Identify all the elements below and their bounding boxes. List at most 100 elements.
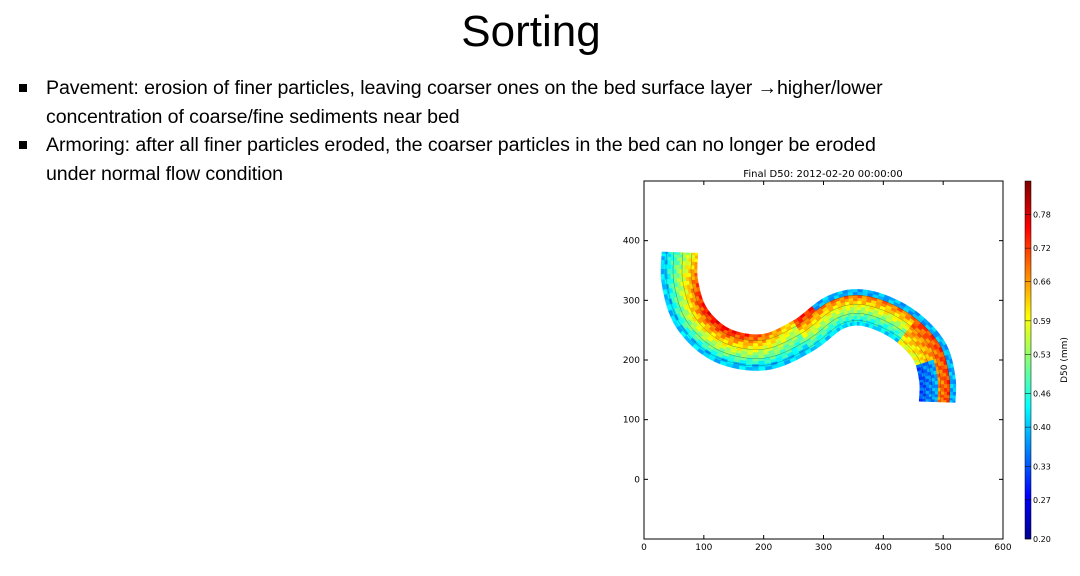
channel-cell — [666, 260, 671, 266]
channel-cell — [925, 387, 930, 392]
channel-cell — [928, 390, 933, 395]
x-tick-label: 0 — [641, 543, 647, 553]
channel-cell — [687, 265, 692, 270]
channel-cell — [678, 269, 683, 275]
channel-cell — [933, 399, 938, 403]
channel-cell — [753, 334, 759, 339]
channel-cell — [949, 391, 954, 396]
channel-cell — [939, 399, 944, 403]
channel-cell — [921, 398, 926, 402]
channel-cell — [931, 391, 936, 395]
square-bullet-icon — [19, 84, 27, 92]
channel-cell — [928, 381, 933, 386]
channel-cell — [857, 306, 862, 311]
channel-cell — [853, 303, 858, 308]
channel-cell — [693, 258, 698, 263]
channel-cell — [745, 366, 753, 371]
colorbar-tick-label: 0.33 — [1033, 462, 1051, 471]
channel-cell — [690, 272, 695, 278]
channel-cell — [669, 264, 674, 270]
channel-cell — [685, 254, 690, 259]
channel-cell — [928, 384, 933, 389]
channel-cell — [682, 254, 687, 259]
channel-cell — [852, 298, 859, 302]
channel-cell — [666, 269, 671, 275]
channel-cell — [857, 309, 862, 314]
channel-cell — [684, 261, 689, 267]
channel-cell — [946, 384, 951, 389]
channel-cell — [679, 257, 683, 262]
channel-cell — [937, 380, 942, 386]
channel-cell — [851, 318, 856, 323]
channel-cell — [919, 382, 924, 386]
channel-cell — [752, 358, 760, 362]
channel-cell — [675, 260, 680, 266]
colorbar-ticks: 0.20 0.27 0.33 0.40 0.46 0.53 0.59 0.66 0.72 0.78 — [1025, 211, 1051, 544]
channel-cell — [852, 289, 859, 293]
channel-cell — [942, 399, 947, 403]
channel-cell — [678, 273, 683, 279]
channel-cell — [948, 395, 953, 399]
channel-cell — [924, 399, 929, 402]
channel-cell — [752, 364, 760, 368]
channel-cell — [922, 382, 927, 386]
channel-cell — [687, 269, 692, 274]
channel-cell — [660, 264, 665, 270]
channel-cell — [931, 384, 936, 389]
channel-cell — [949, 388, 954, 393]
slide-title: Sorting — [461, 7, 601, 56]
channel-cell — [943, 388, 948, 393]
channel-cell — [693, 261, 698, 267]
channel-cell — [918, 398, 923, 402]
channel-cell — [853, 309, 858, 314]
channel-cell — [930, 396, 935, 401]
colorbar-tick-label: 0.72 — [1033, 244, 1051, 253]
channel-cell — [940, 388, 945, 393]
x-tick-label: 100 — [695, 543, 712, 553]
channel-cell — [940, 384, 945, 389]
channel-cell — [681, 269, 686, 275]
channel-cell — [751, 367, 760, 371]
channel-cell — [934, 380, 939, 386]
colorbar-tick-label: 0.27 — [1033, 496, 1051, 505]
channel-cell — [948, 400, 953, 403]
channel-cell — [675, 264, 680, 270]
channel-cell — [934, 387, 939, 392]
bullet-text-line: Pavement: erosion of finer particles, le… — [46, 77, 883, 99]
channel-cell — [752, 346, 759, 350]
channel-cell — [853, 301, 859, 305]
channel-mesh-line — [690, 252, 950, 403]
y-tick-label: 100 — [623, 416, 640, 426]
bullet-text-line: under normal flow condition — [46, 163, 283, 185]
y-tick-label: 200 — [623, 356, 640, 366]
channel-cell — [684, 265, 689, 270]
chart-title: Final D50: 2012-02-20 00:00:00 — [743, 169, 902, 180]
bullet-text-line: concentration of coarse/fine sediments n… — [46, 106, 460, 128]
channel-cell — [661, 284, 667, 291]
channel-cell — [930, 399, 935, 403]
channel-cell — [693, 265, 698, 270]
channel-mesh-line — [665, 252, 925, 402]
colorbar-tick-label: 0.20 — [1033, 535, 1051, 544]
y-tick-label: 300 — [623, 296, 640, 306]
channel-cell — [931, 387, 936, 392]
channel-cell — [693, 269, 698, 274]
square-bullet-icon — [19, 141, 27, 149]
channel-cell — [934, 384, 939, 389]
x-tick-label: 200 — [755, 543, 772, 553]
channel-cell — [922, 387, 927, 392]
channel-cell — [952, 383, 957, 389]
channel-cell — [690, 265, 695, 271]
y-axis: 0 100 200 300 400 — [623, 237, 1003, 485]
channel-cell — [919, 384, 924, 389]
channel-cell — [943, 380, 948, 385]
channel-cell — [927, 399, 932, 402]
channel-cell — [752, 355, 760, 359]
colorbar-label: D50 (mm) — [1060, 337, 1070, 383]
channel-cell — [952, 388, 957, 393]
channel-cell — [857, 298, 863, 302]
channel-cell — [946, 391, 951, 396]
channel-cell — [684, 269, 689, 274]
channel-cell — [675, 273, 680, 279]
